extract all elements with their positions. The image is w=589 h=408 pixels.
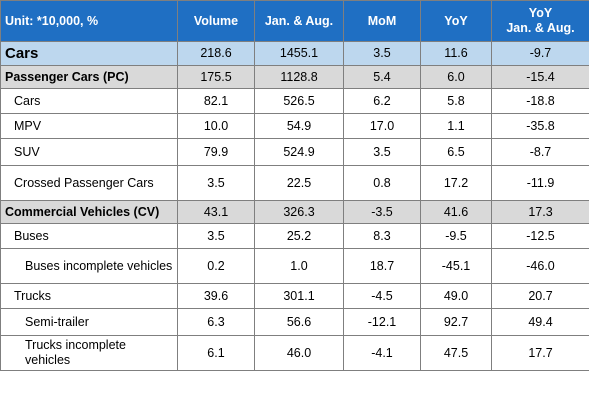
- row-label: Trucks: [0, 283, 178, 309]
- cell-jan-aug: 301.1: [254, 283, 344, 309]
- yoy-header: YoY: [420, 0, 492, 42]
- cell-yoy: 47.5: [420, 335, 492, 371]
- cell-volume: 175.5: [177, 65, 255, 89]
- cell-yoy: -9.5: [420, 223, 492, 249]
- cell-yoy: 6.0: [420, 65, 492, 89]
- cell-volume: 43.1: [177, 200, 255, 224]
- row-label: Semi-trailer: [0, 308, 178, 336]
- row-label: MPV: [0, 113, 178, 139]
- table-row-passenger-cars: Passenger Cars (PC) 175.5 1128.8 5.4 6.0…: [0, 65, 589, 89]
- cell-volume: 6.3: [177, 308, 255, 336]
- jan-aug-header: Jan. & Aug.: [254, 0, 344, 42]
- cell-volume: 3.5: [177, 223, 255, 249]
- cell-yoy-jan-aug: 17.3: [491, 200, 589, 224]
- row-label: SUV: [0, 138, 178, 166]
- cell-volume: 3.5: [177, 165, 255, 201]
- volume-header: Volume: [177, 0, 255, 42]
- row-label: Buses: [0, 223, 178, 249]
- cell-yoy: 11.6: [420, 41, 492, 66]
- table-row-buses: Buses 3.5 25.2 8.3 -9.5 -12.5: [0, 223, 589, 249]
- row-label: Passenger Cars (PC): [0, 65, 178, 89]
- cell-jan-aug: 46.0: [254, 335, 344, 371]
- cell-mom: 3.5: [343, 41, 421, 66]
- row-label: Commercial Vehicles (CV): [0, 200, 178, 224]
- cell-jan-aug: 25.2: [254, 223, 344, 249]
- cell-jan-aug: 526.5: [254, 88, 344, 114]
- cell-yoy: 41.6: [420, 200, 492, 224]
- cell-yoy-jan-aug: -46.0: [491, 248, 589, 284]
- table-row-commercial-vehicles: Commercial Vehicles (CV) 43.1 326.3 -3.5…: [0, 200, 589, 224]
- cell-mom: -4.1: [343, 335, 421, 371]
- table-row-mpv: MPV 10.0 54.9 17.0 1.1 -35.8: [0, 113, 589, 139]
- cell-yoy-jan-aug: 17.7: [491, 335, 589, 371]
- cell-mom: -4.5: [343, 283, 421, 309]
- cell-yoy-jan-aug: -9.7: [491, 41, 589, 66]
- yoy-jan-aug-header: YoY Jan. & Aug.: [491, 0, 589, 42]
- cell-jan-aug: 524.9: [254, 138, 344, 166]
- cell-jan-aug: 22.5: [254, 165, 344, 201]
- header-row: Unit: *10,000, % Volume Jan. & Aug. MoM …: [0, 0, 589, 42]
- cell-yoy: 5.8: [420, 88, 492, 114]
- cell-yoy-jan-aug: -12.5: [491, 223, 589, 249]
- cell-mom: 18.7: [343, 248, 421, 284]
- yoy-jan-aug-header-line2: Jan. & Aug.: [506, 21, 575, 35]
- row-label: Trucks incomplete vehicles: [0, 335, 178, 371]
- cell-mom: -3.5: [343, 200, 421, 224]
- cell-yoy-jan-aug: -15.4: [491, 65, 589, 89]
- row-label: Crossed Passenger Cars: [0, 165, 178, 201]
- cell-yoy-jan-aug: 49.4: [491, 308, 589, 336]
- unit-header: Unit: *10,000, %: [0, 0, 178, 42]
- cell-jan-aug: 1.0: [254, 248, 344, 284]
- cell-volume: 218.6: [177, 41, 255, 66]
- cell-yoy-jan-aug: -35.8: [491, 113, 589, 139]
- cell-yoy-jan-aug: -8.7: [491, 138, 589, 166]
- car-sales-table: Unit: *10,000, % Volume Jan. & Aug. MoM …: [0, 0, 589, 371]
- table-row-buses-incomplete: Buses incomplete vehicles 0.2 1.0 18.7 -…: [0, 248, 589, 284]
- cell-mom: 17.0: [343, 113, 421, 139]
- cell-yoy-jan-aug: 20.7: [491, 283, 589, 309]
- cell-jan-aug: 1455.1: [254, 41, 344, 66]
- cell-mom: -12.1: [343, 308, 421, 336]
- cell-volume: 39.6: [177, 283, 255, 309]
- cell-mom: 8.3: [343, 223, 421, 249]
- cell-yoy-jan-aug: -18.8: [491, 88, 589, 114]
- cell-volume: 82.1: [177, 88, 255, 114]
- mom-header: MoM: [343, 0, 421, 42]
- cell-jan-aug: 326.3: [254, 200, 344, 224]
- cell-yoy: 6.5: [420, 138, 492, 166]
- cell-yoy: 1.1: [420, 113, 492, 139]
- cell-mom: 6.2: [343, 88, 421, 114]
- table-row-cars-total: Cars 218.6 1455.1 3.5 11.6 -9.7: [0, 41, 589, 66]
- cell-yoy-jan-aug: -11.9: [491, 165, 589, 201]
- row-label: Cars: [0, 88, 178, 114]
- table-row-trucks-incomplete: Trucks incomplete vehicles 6.1 46.0 -4.1…: [0, 335, 589, 371]
- row-label: Cars: [0, 41, 178, 66]
- cell-volume: 6.1: [177, 335, 255, 371]
- cell-volume: 10.0: [177, 113, 255, 139]
- cell-volume: 0.2: [177, 248, 255, 284]
- cell-jan-aug: 1128.8: [254, 65, 344, 89]
- row-label: Buses incomplete vehicles: [0, 248, 178, 284]
- table-row-crossed-passenger-cars: Crossed Passenger Cars 3.5 22.5 0.8 17.2…: [0, 165, 589, 201]
- cell-mom: 0.8: [343, 165, 421, 201]
- cell-yoy: 92.7: [420, 308, 492, 336]
- cell-yoy: 49.0: [420, 283, 492, 309]
- table-row-cars: Cars 82.1 526.5 6.2 5.8 -18.8: [0, 88, 589, 114]
- cell-jan-aug: 54.9: [254, 113, 344, 139]
- cell-mom: 3.5: [343, 138, 421, 166]
- cell-jan-aug: 56.6: [254, 308, 344, 336]
- cell-mom: 5.4: [343, 65, 421, 89]
- cell-yoy: 17.2: [420, 165, 492, 201]
- cell-volume: 79.9: [177, 138, 255, 166]
- yoy-jan-aug-header-line1: YoY: [528, 6, 553, 20]
- table-row-semi-trailer: Semi-trailer 6.3 56.6 -12.1 92.7 49.4: [0, 308, 589, 336]
- table-row-trucks: Trucks 39.6 301.1 -4.5 49.0 20.7: [0, 283, 589, 309]
- table-row-suv: SUV 79.9 524.9 3.5 6.5 -8.7: [0, 138, 589, 166]
- cell-yoy: -45.1: [420, 248, 492, 284]
